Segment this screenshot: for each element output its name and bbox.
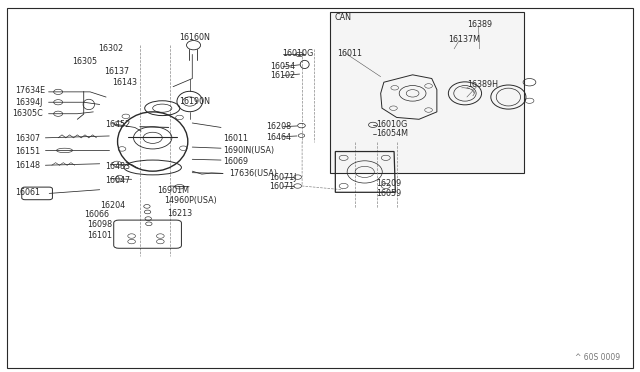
Bar [330, 12, 524, 173]
Text: 16047: 16047 [105, 176, 130, 185]
Text: 16061: 16061 [15, 188, 40, 197]
Text: CAN: CAN [334, 13, 351, 22]
Text: 17636(USA): 17636(USA) [229, 169, 277, 178]
Text: 16204: 16204 [100, 201, 125, 210]
Text: 16307: 16307 [15, 134, 40, 143]
Text: 16059: 16059 [376, 189, 401, 198]
Text: 16069: 16069 [223, 157, 248, 166]
Text: 16305: 16305 [72, 57, 97, 66]
Text: 16101: 16101 [88, 231, 113, 240]
Text: 16209: 16209 [376, 179, 401, 188]
Text: 16011: 16011 [337, 49, 362, 58]
Text: 16305C: 16305C [12, 109, 43, 118]
Text: 16208: 16208 [266, 122, 291, 131]
Text: 16137: 16137 [104, 67, 129, 76]
Text: 16464: 16464 [266, 132, 291, 142]
Text: 16389H: 16389H [467, 80, 498, 89]
Text: 16137M: 16137M [448, 35, 480, 44]
Text: 16054M: 16054M [376, 129, 408, 138]
Text: 16011: 16011 [223, 134, 248, 144]
Text: 14960P(USA): 14960P(USA) [164, 196, 217, 205]
Text: 16143: 16143 [113, 78, 138, 87]
Text: 16394J: 16394J [15, 98, 42, 107]
Text: 1690IN(USA): 1690IN(USA) [223, 145, 274, 154]
Text: 16066: 16066 [84, 210, 109, 219]
Text: 16213: 16213 [167, 209, 192, 218]
Text: 16901M: 16901M [157, 186, 189, 195]
Text: 16071J: 16071J [269, 173, 296, 182]
Text: 16010G: 16010G [376, 121, 408, 129]
Text: 16071: 16071 [269, 182, 294, 191]
Text: 16010G: 16010G [282, 49, 313, 58]
Text: 16190N: 16190N [179, 97, 211, 106]
Text: 16148: 16148 [15, 161, 40, 170]
Text: 16098: 16098 [88, 221, 113, 230]
Text: 16054: 16054 [270, 62, 295, 71]
Text: 16483: 16483 [105, 162, 130, 171]
Text: 17634E: 17634E [15, 86, 45, 95]
Text: 16389: 16389 [467, 20, 492, 29]
Text: 16452: 16452 [105, 121, 130, 129]
Text: 16102: 16102 [270, 71, 295, 80]
Text: 16151: 16151 [15, 147, 40, 155]
Text: ^ 60S 0009: ^ 60S 0009 [575, 353, 620, 362]
Text: 16302: 16302 [98, 44, 123, 53]
Text: 16160N: 16160N [179, 33, 211, 42]
